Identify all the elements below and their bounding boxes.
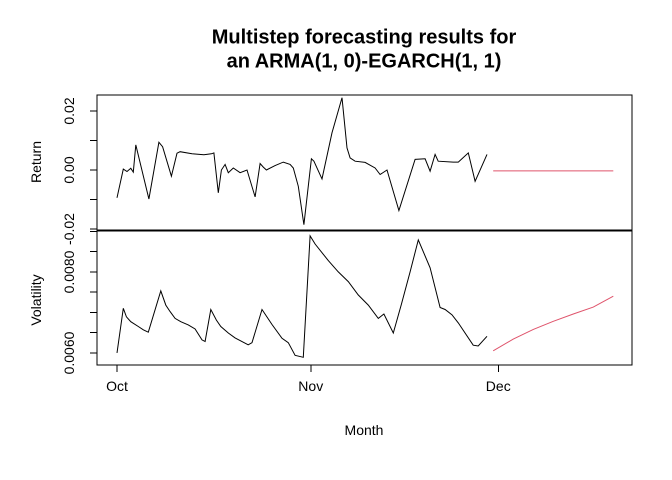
x-tick-label: Nov xyxy=(298,378,324,394)
y-tick-label: 0.00 xyxy=(61,156,77,184)
chart-title-line1: Multistep forecasting results for xyxy=(211,26,517,49)
panel-box-bottom xyxy=(96,230,633,366)
panel-box-top xyxy=(96,94,633,231)
observed-return-line xyxy=(116,97,488,225)
y-tick-label: 0.0080 xyxy=(61,250,77,294)
y-tick-label: -0.02 xyxy=(61,213,77,246)
chart-title-line2: an ARMA(1, 0)-EGARCH(1, 1) xyxy=(226,50,502,73)
x-tick-label: Oct xyxy=(106,378,128,394)
observed-volatility-line xyxy=(116,234,488,358)
forecast-volatility-line xyxy=(492,295,614,352)
y-tick-label: 0.0060 xyxy=(61,331,77,375)
x-tick-label: Dec xyxy=(485,378,511,394)
y-tick-label: 0.02 xyxy=(61,97,77,125)
x-axis-title: Month xyxy=(344,422,384,438)
